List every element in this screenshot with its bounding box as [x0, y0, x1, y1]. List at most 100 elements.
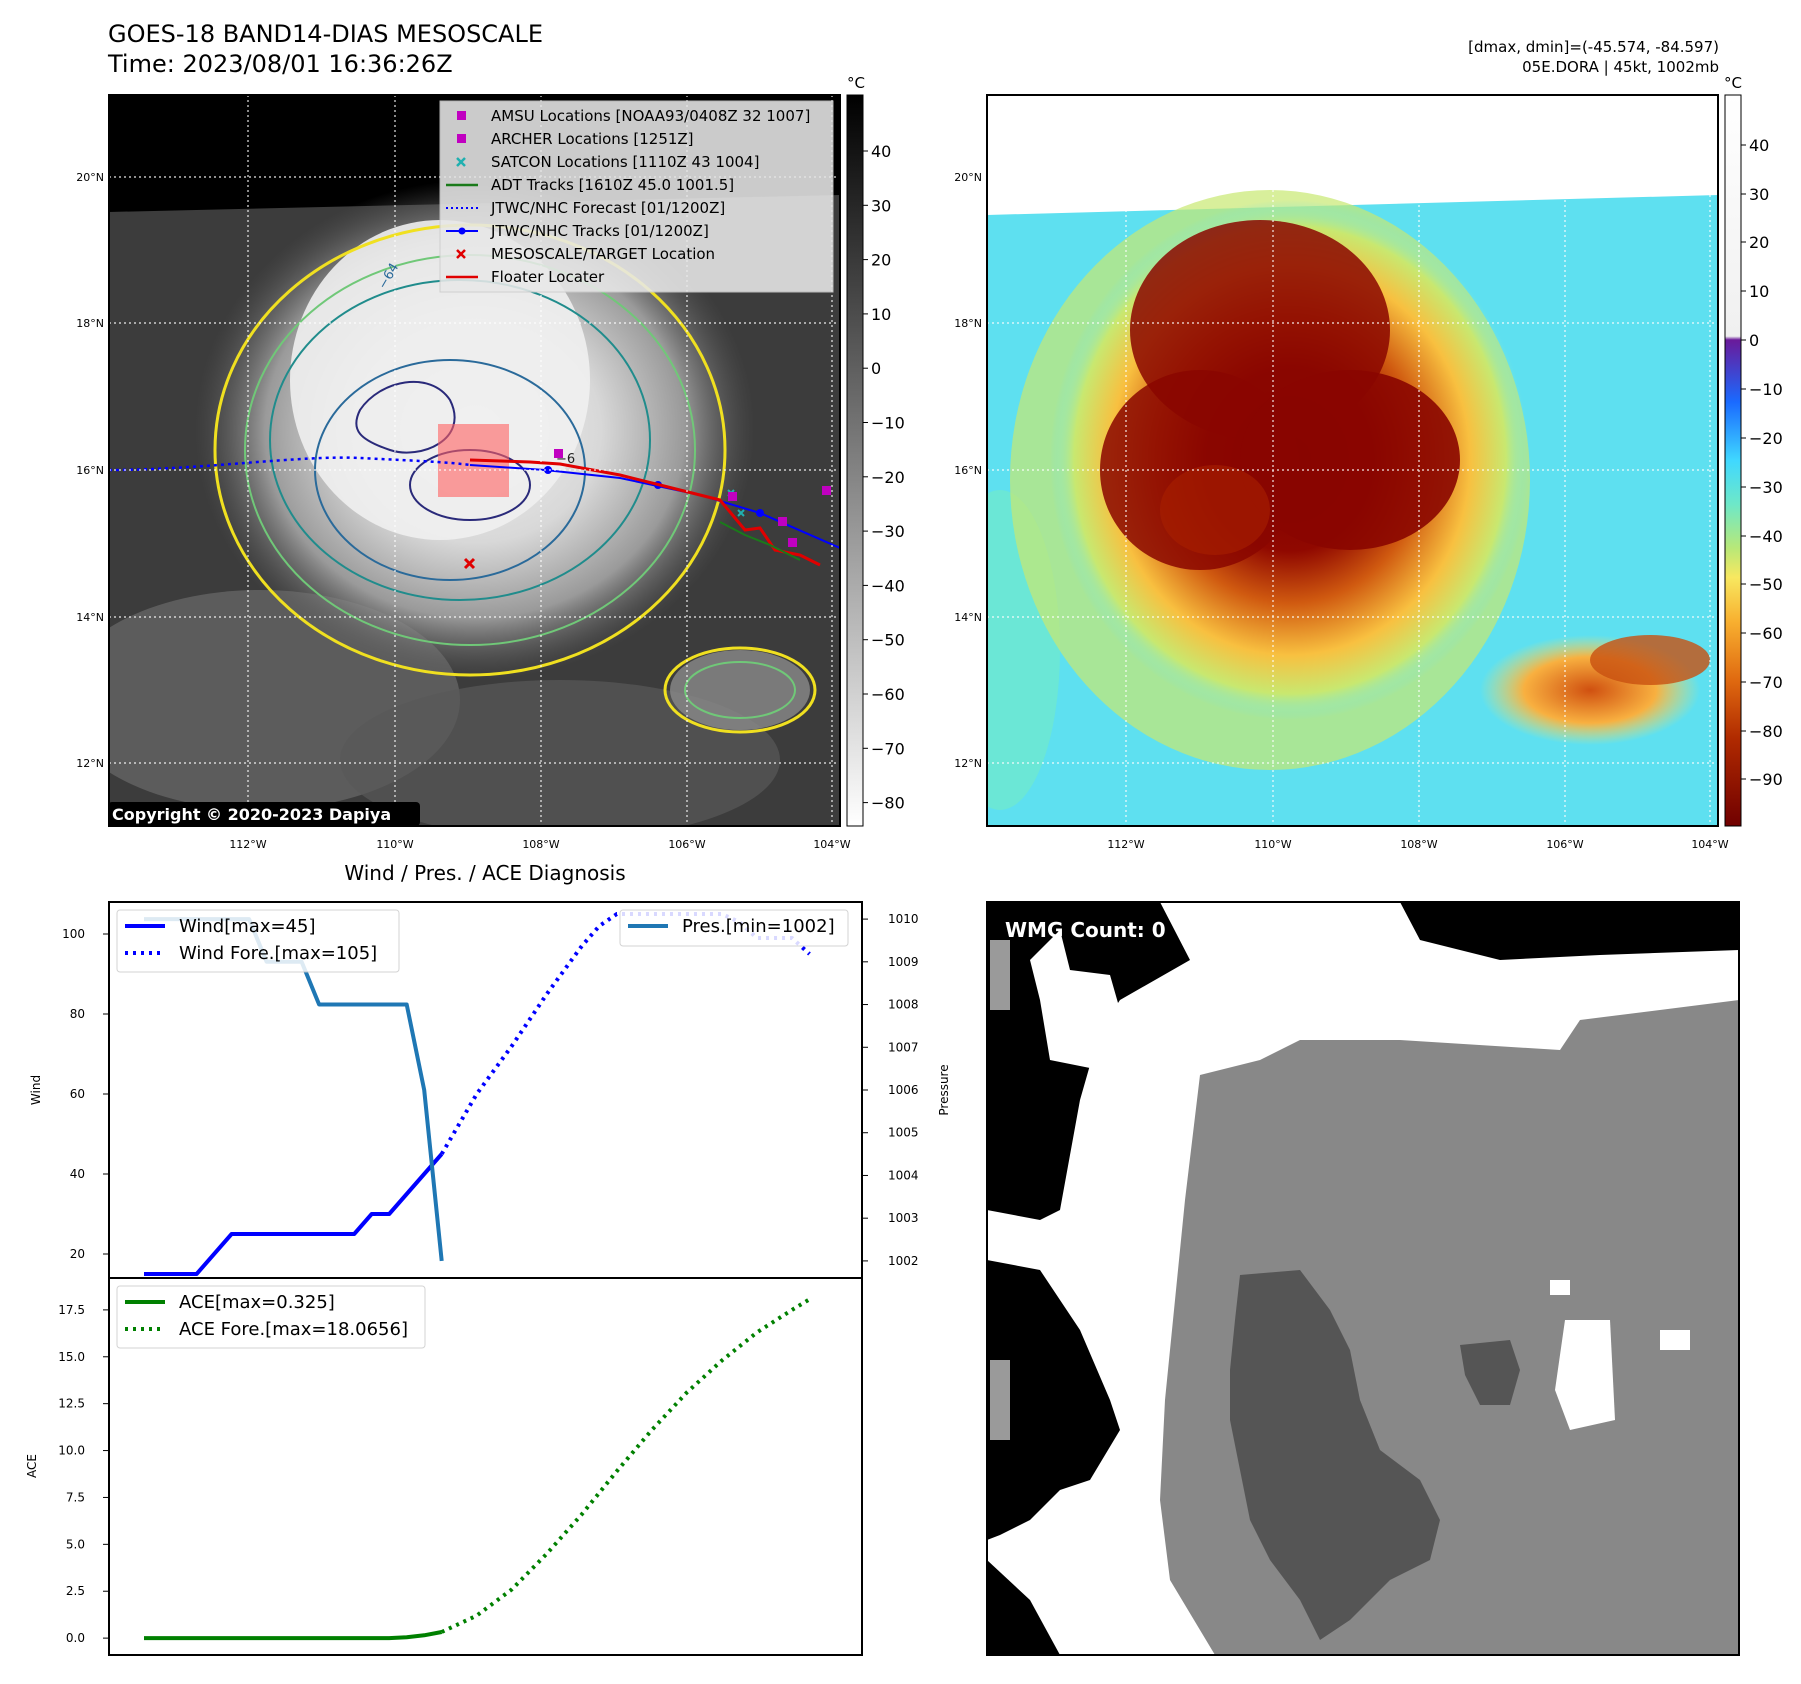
lon-tick-label: 112°W: [229, 838, 266, 851]
diag-chart-title: Wind / Pres. / ACE Diagnosis: [344, 861, 625, 885]
lat-tick-label: 20°N: [76, 171, 104, 184]
figure-time: Time: 2023/08/01 16:36:26Z: [108, 50, 453, 78]
lon-tick-label: 112°W: [1107, 838, 1144, 851]
y-tick-label: 10.0: [58, 1444, 85, 1458]
legend-label: ADT Tracks [1610Z 45.0 1001.5]: [491, 176, 734, 194]
legend-label: ARCHER Locations [1251Z]: [491, 130, 694, 148]
lon-tick-label: 108°W: [1400, 838, 1437, 851]
legend-label: ACE Fore.[max=18.0656]: [179, 1319, 408, 1340]
colorbar-tick-label: −10: [871, 414, 905, 433]
adt-track: [719, 521, 801, 561]
ace-axis-label: ACE: [25, 1454, 39, 1478]
ace-axes: 0.0 2.5 5.0 7.5 10.0 12.5 15.0 17.5 ACE: [25, 1303, 109, 1645]
colorbar-tick-label: 10: [1749, 282, 1769, 301]
legend-label: ACE[max=0.325]: [179, 1292, 335, 1313]
legend-box: [116, 1285, 426, 1349]
colorbar-tick-label: −30: [871, 522, 905, 541]
colorbar-tick-label: −50: [871, 631, 905, 650]
y-tick-label: 20: [70, 1247, 85, 1261]
legend-marker-square: [457, 134, 466, 143]
y-tick-label: 12.5: [58, 1397, 85, 1411]
lon-tick-label: 106°W: [668, 838, 705, 851]
legend-box: [116, 909, 400, 973]
archer-marker: [554, 449, 563, 458]
colorbar-tick-label: −60: [1749, 624, 1783, 643]
series-line: [144, 1152, 444, 1276]
colorbar-tick-label: −20: [1749, 429, 1783, 448]
colorbar-tick-label: −70: [1749, 673, 1783, 692]
colorbar-tick-label: 40: [871, 142, 891, 161]
lat-tick-label: 14°N: [954, 611, 982, 624]
y2-tick-label: 1006: [888, 1083, 919, 1097]
lat-tick-label: 18°N: [954, 317, 982, 330]
lat-tick-label: 18°N: [76, 317, 104, 330]
lon-tick-label: 110°W: [1254, 838, 1291, 851]
y-tick-label: 7.5: [66, 1490, 85, 1504]
colorbar-tick-label: 0: [871, 359, 881, 378]
lat-tick-label: 12°N: [954, 757, 982, 770]
forecast-track: [109, 456, 471, 472]
legend-marker-x: [456, 157, 466, 167]
y-tick-label: 60: [70, 1087, 85, 1101]
y2-tick-label: 1007: [888, 1040, 919, 1054]
ir-legend-items: AMSU Locations [NOAA93/0408Z 32 1007] ARC…: [446, 107, 810, 286]
colorbar-tick-label: −80: [871, 794, 905, 813]
legend-label: Pres.[min=1002]: [682, 916, 835, 937]
lat-tick-label: 14°N: [76, 611, 104, 624]
colorbar-tick-label: 30: [1749, 185, 1769, 204]
copyright-box: [108, 802, 420, 826]
y2-tick-label: 1005: [888, 1126, 919, 1140]
y-tick-label: 0.0: [66, 1631, 85, 1645]
colorbar-tick-label: −10: [1749, 380, 1783, 399]
series-line: [144, 1630, 443, 1641]
y-tick-label: 5.0: [66, 1537, 85, 1551]
colorbar-tick-label: 40: [1749, 136, 1769, 155]
legend-box: [619, 909, 849, 947]
colorbar-tick-label: 30: [871, 196, 891, 215]
y-tick-label: 80: [70, 1007, 85, 1021]
colorbar-tick-label: 20: [1749, 233, 1769, 252]
legend-label: JTWC/NHC Tracks [01/1200Z]: [490, 222, 709, 240]
colorbar-tick-label: −40: [871, 576, 905, 595]
diag-legends: Wind[max=45] Wind Fore.[max=105] Pres.[min…: [116, 909, 849, 1349]
y-tick-label: 100: [62, 927, 85, 941]
contour-label: −6: [556, 452, 575, 467]
legend-marker-square: [457, 111, 466, 120]
lat-tick-label: 16°N: [954, 464, 982, 477]
lon-tick-label: 108°W: [522, 838, 559, 851]
y2-tick-label: 1010: [888, 912, 919, 926]
copyright-label: Copyright © 2020-2023 Dapiya: [112, 805, 391, 824]
ir-colorbar-ticks: 40 30 20 10 0 −10 −20 −30 −40 −50 −60 −70 −80: [863, 142, 905, 813]
color-map-image: [987, 95, 1718, 826]
y2-tick-label: 1009: [888, 955, 919, 969]
legend-label: Wind Fore.[max=105]: [179, 943, 377, 964]
colorbar-tick-label: −90: [1749, 770, 1783, 789]
wind-axes: 20 40 60 80 100 1002 1003 1004 1005 1006 1007 1008 1…: [29, 912, 951, 1268]
colorbar-tick-label: −30: [1749, 478, 1783, 497]
wmg-image: [987, 902, 1739, 1655]
figure-title: GOES-18 BAND14-DIAS MESOSCALE: [108, 20, 544, 48]
colorbar-tick-label: −80: [1749, 722, 1783, 741]
y2-tick-label: 1004: [888, 1168, 919, 1182]
map-axis-ticks: 20°N 20°N 18°N 18°N 16°N 16°N 14°N 14°N 12°N 12°N…: [76, 171, 1729, 851]
colorbar-tick-label: 20: [871, 251, 891, 270]
legend-label: Wind[max=45]: [179, 916, 316, 937]
dmax-dmin-label: [dmax, dmin]=(-45.574, -84.597): [1468, 38, 1719, 56]
lon-tick-label: 106°W: [1546, 838, 1583, 851]
y2-tick-label: 1003: [888, 1211, 919, 1225]
legend-label: JTWC/NHC Forecast [01/1200Z]: [490, 199, 725, 217]
lat-tick-label: 20°N: [954, 171, 982, 184]
legend-label: AMSU Locations [NOAA93/0408Z 32 1007]: [491, 107, 810, 125]
colorbar-tick-label: −20: [871, 468, 905, 487]
lon-tick-label: 104°W: [1691, 838, 1728, 851]
y2-tick-label: 1002: [888, 1254, 919, 1268]
legend-label: SATCON Locations [1110Z 43 1004]: [491, 153, 759, 171]
ir-colorbar: [846, 94, 864, 827]
wind-axis-label: Wind: [29, 1075, 43, 1105]
pressure-axis-label: Pressure: [937, 1064, 951, 1115]
colorbar-tick-label: −40: [1749, 527, 1783, 546]
target-marker: [463, 557, 476, 570]
y-tick-label: 17.5: [58, 1303, 85, 1317]
lat-tick-label: 16°N: [76, 464, 104, 477]
